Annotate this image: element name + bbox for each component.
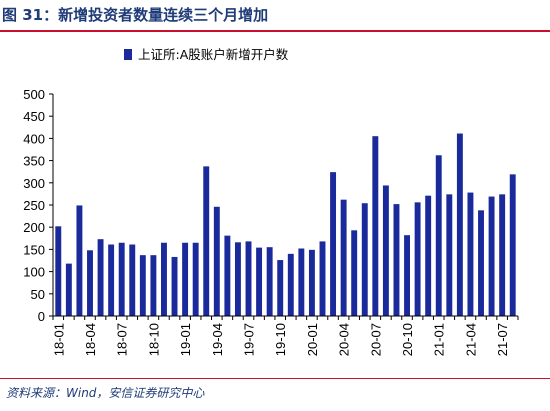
- bar-20-01: [308, 249, 315, 316]
- bar-20-07: [372, 136, 379, 316]
- bar-series: [55, 133, 516, 316]
- bar-19-01: [182, 242, 189, 316]
- bar-20-10: [404, 235, 410, 316]
- bar-20-03: [330, 172, 337, 316]
- y-tick-label: 200: [23, 220, 45, 235]
- bar-18-06: [108, 244, 115, 316]
- bar-20-05: [351, 230, 358, 316]
- x-tick-label: 20-01: [305, 323, 320, 356]
- bar-chart: 上证所:A股账户新增开户数 0 50 100 150 200 250 300 350 400 45…: [23, 47, 519, 356]
- bar-19-12: [298, 248, 305, 316]
- bar-18-08: [129, 244, 136, 316]
- bar-21-06: [488, 196, 495, 316]
- y-tick-label: 100: [23, 265, 45, 280]
- bar-19-05: [224, 235, 231, 316]
- bar-20-08: [382, 185, 389, 316]
- x-tick-label: 21-01: [432, 323, 447, 356]
- source-note: 资料来源：Wind，安信证券研究中心: [6, 386, 205, 400]
- x-tick-label: 20-07: [368, 323, 383, 356]
- footer-divider: [0, 378, 550, 379]
- bar-18-03: [76, 205, 83, 316]
- bar-20-02: [319, 241, 326, 316]
- bar-18-07: [118, 242, 125, 316]
- bar-19-08: [256, 247, 263, 316]
- bar-20-06: [361, 203, 368, 316]
- bar-21-08: [509, 174, 516, 316]
- bar-19-11: [287, 253, 294, 316]
- legend-swatch: [124, 49, 132, 60]
- bar-21-04: [467, 192, 474, 316]
- bar-20-04: [340, 199, 347, 316]
- x-tick-label: 18-10: [146, 323, 161, 356]
- y-tick-label: 450: [23, 109, 45, 124]
- bar-18-09: [139, 255, 146, 316]
- bar-18-10: [150, 255, 157, 316]
- bar-19-09: [266, 247, 273, 316]
- bar-21-01: [435, 155, 442, 316]
- bar-20-12: [425, 195, 432, 316]
- y-tick-label: 300: [23, 176, 45, 191]
- bar-20-09: [393, 204, 400, 316]
- bar-18-01: [55, 226, 62, 316]
- x-tick-label: 19-10: [273, 323, 288, 356]
- y-tick-label: 350: [23, 154, 45, 169]
- y-tick-label: 500: [23, 87, 45, 102]
- figure-title: 图 31：新增投资者数量连续三个月增加: [2, 6, 269, 24]
- chart-legend: 上证所:A股账户新增开户数: [124, 47, 289, 62]
- bar-19-10: [277, 260, 284, 316]
- x-tick-label: 19-01: [178, 323, 193, 356]
- bar-18-04: [87, 250, 93, 316]
- bar-19-02: [192, 242, 199, 316]
- bar-18-12: [171, 256, 178, 316]
- x-tick-label: 18-04: [83, 323, 98, 356]
- x-axis: 18-01 18-04 18-07 18-10 19-01 19-04 19-07 19-10…: [51, 315, 519, 356]
- bar-19-03: [203, 166, 210, 316]
- y-tick-label: 250: [23, 198, 45, 213]
- x-tick-label: 21-04: [463, 323, 478, 356]
- x-tick-label: 19-07: [242, 323, 257, 356]
- bar-18-11: [161, 242, 167, 316]
- bar-19-07: [245, 241, 252, 316]
- x-tick-label: 20-04: [337, 323, 352, 356]
- y-axis: 0 50 100 150 200 250 300 350 400 450 500: [23, 87, 54, 324]
- x-tick-label: 19-04: [210, 323, 225, 356]
- x-tick-label: 18-07: [115, 323, 130, 356]
- x-tick-label: 21-07: [495, 323, 510, 356]
- bar-21-02: [446, 194, 453, 316]
- legend-label: 上证所:A股账户新增开户数: [138, 47, 289, 62]
- bar-21-07: [499, 194, 506, 316]
- x-tick-label: 18-01: [51, 323, 66, 356]
- bar-18-05: [97, 239, 104, 316]
- title-divider: [0, 30, 550, 32]
- bar-19-06: [234, 242, 241, 316]
- bar-19-04: [213, 206, 220, 316]
- bar-20-11: [414, 202, 421, 316]
- bar-21-05: [478, 210, 484, 316]
- x-tick-label: 20-10: [400, 323, 415, 356]
- y-tick-label: 0: [38, 309, 45, 324]
- y-tick-label: 400: [23, 131, 45, 146]
- y-tick-label: 150: [23, 242, 45, 257]
- bar-21-03: [456, 133, 463, 316]
- y-tick-label: 50: [31, 287, 45, 302]
- bar-18-02: [65, 263, 72, 316]
